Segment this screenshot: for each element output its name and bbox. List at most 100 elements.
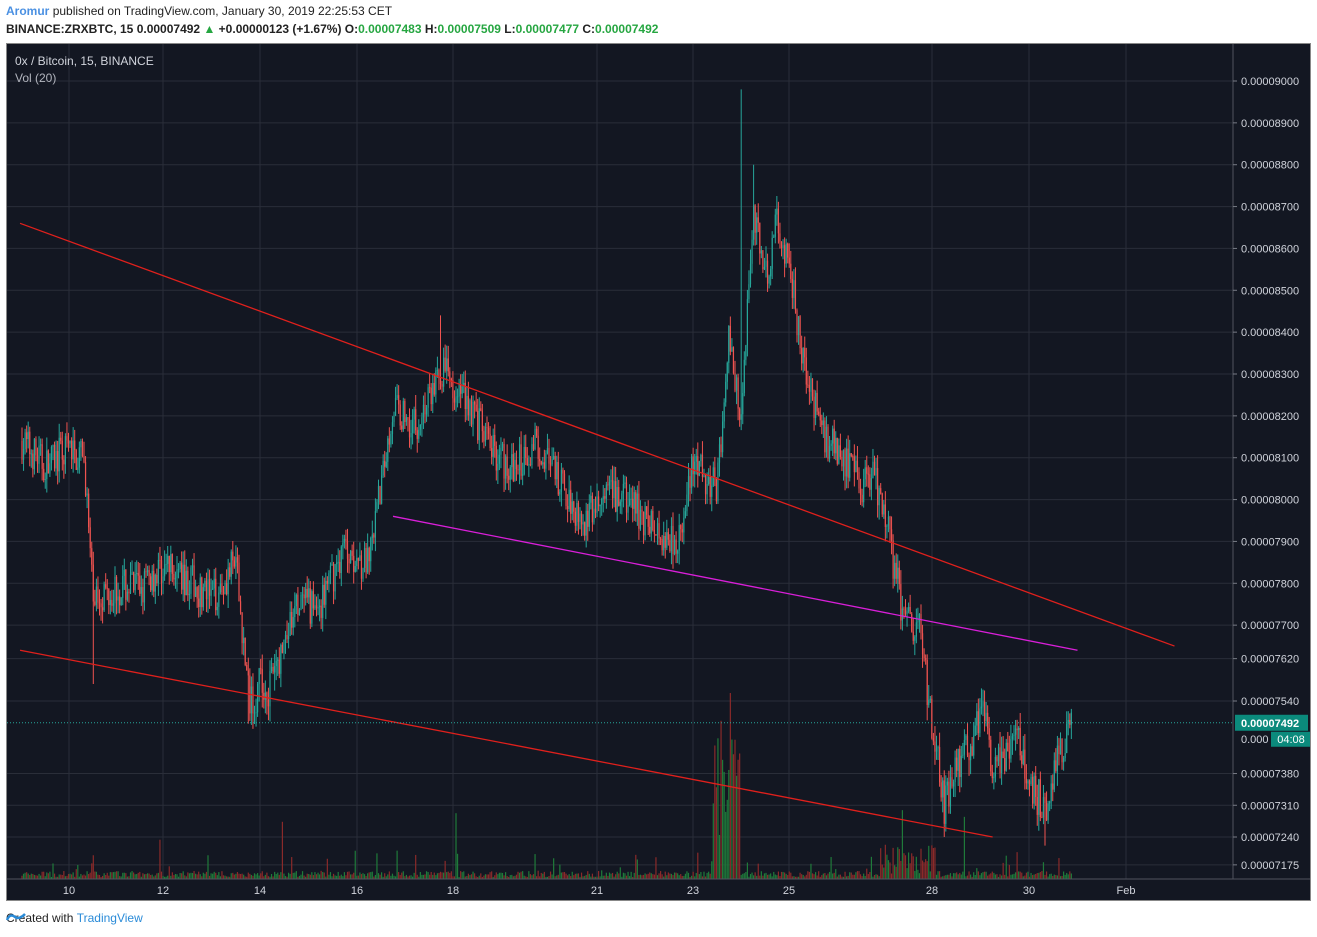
volume-bar — [943, 875, 945, 879]
volume-bar — [305, 876, 307, 879]
volume-bar — [706, 872, 708, 879]
candle-body — [1058, 745, 1060, 755]
tradingview-link[interactable]: TradingView — [76, 911, 143, 925]
volume-bar — [577, 873, 580, 879]
volume-bar — [123, 872, 125, 879]
author-name[interactable]: Aromur — [6, 4, 50, 18]
volume-bar — [861, 876, 863, 879]
candle-body — [86, 493, 88, 496]
candle-body — [706, 484, 708, 495]
candle-body — [170, 554, 172, 573]
candle-body — [608, 481, 611, 486]
volume-bar — [159, 839, 161, 879]
volume-bar — [187, 872, 189, 879]
candle-body — [1063, 757, 1065, 763]
volume-bar — [94, 871, 96, 879]
candle-body — [244, 637, 246, 665]
volume-bar — [446, 872, 448, 879]
volume-bar — [532, 874, 535, 879]
candle-body — [748, 284, 750, 300]
candle-body — [103, 584, 105, 611]
volume-bar — [901, 810, 903, 879]
time-axis[interactable]: 10 12 14 16 18 21 23 25 28 30 Feb — [7, 878, 1310, 897]
volume-bar — [170, 875, 172, 879]
volume-bar — [883, 867, 885, 879]
volume-bar — [574, 873, 576, 879]
candle-body — [1001, 751, 1003, 774]
volume-bar — [514, 875, 516, 879]
volume-bar — [1004, 874, 1006, 879]
volume-bar — [140, 876, 142, 879]
trendline-2[interactable] — [19, 649, 993, 838]
up-arrow-icon: ▲ — [203, 22, 216, 36]
price-axis-bg — [1233, 44, 1310, 900]
ohlc-line: BINANCE:ZRXBTC, 15 0.00007492 ▲ +0.00000… — [6, 22, 658, 36]
trendline-3[interactable] — [392, 515, 1078, 651]
volume-bar — [1052, 875, 1054, 879]
volume-bar — [222, 875, 225, 879]
candle-body — [226, 583, 228, 595]
volume-bar — [252, 875, 254, 879]
candle-body — [317, 607, 319, 609]
candle-body — [580, 513, 583, 525]
candle-body — [483, 431, 485, 442]
volume-bar — [808, 871, 810, 879]
candle-body — [937, 747, 939, 749]
candle-body — [532, 444, 535, 450]
volume-bar — [898, 849, 900, 879]
volume-bar — [263, 876, 265, 879]
candle-body — [849, 453, 851, 478]
volume-bar — [509, 875, 511, 879]
candle-body — [1044, 797, 1046, 804]
candle-body — [275, 660, 277, 667]
candle-body — [246, 664, 248, 671]
candle-body — [288, 636, 290, 640]
volume-bar — [58, 874, 60, 879]
volume-bar — [695, 872, 697, 879]
candle-body — [1013, 734, 1015, 737]
volume-bar — [297, 876, 299, 879]
volume-bar — [988, 874, 990, 879]
volume-bar — [537, 870, 539, 879]
candle-body — [1025, 778, 1027, 784]
candle-body — [528, 464, 530, 466]
candle-body — [563, 473, 566, 489]
volume-bar — [250, 874, 252, 879]
volume-bar — [422, 874, 425, 879]
trendline-1[interactable] — [19, 222, 1175, 647]
candle-body — [1032, 776, 1034, 804]
candle-body — [191, 565, 194, 568]
candle-body — [291, 611, 293, 628]
chart-panel[interactable]: 0.00009000 0.00008900 0.00008800 0.00008700… — [6, 43, 1311, 901]
volume-bar — [546, 876, 549, 879]
candle-body — [472, 401, 474, 425]
volume-bar — [385, 876, 387, 879]
volume-bar — [911, 853, 913, 879]
volume-bar — [55, 876, 57, 879]
candle-body — [83, 456, 85, 463]
trendlines[interactable] — [19, 222, 1175, 838]
volume-bar — [894, 865, 896, 879]
price-axis[interactable]: 0.00009000 0.00008900 0.00008800 0.00008700… — [1232, 44, 1310, 900]
candle-body — [807, 384, 809, 386]
volume-bar — [694, 876, 696, 879]
volume-bar — [201, 876, 203, 879]
volume-bar — [948, 874, 950, 879]
volume-bar — [402, 871, 404, 879]
volume-bar — [684, 873, 686, 879]
volume-bar — [725, 811, 727, 879]
volume-bar — [996, 874, 998, 879]
volume-bar — [32, 873, 34, 879]
volume-bar — [1069, 871, 1071, 879]
candle-body — [878, 488, 880, 506]
candle-body — [205, 580, 208, 600]
volume-bar — [328, 874, 330, 879]
candle-body — [584, 522, 586, 536]
volume-bar — [1028, 876, 1031, 879]
volume-bar — [188, 873, 190, 879]
volume-bar — [435, 875, 437, 879]
candle-body — [424, 404, 426, 415]
candle-body — [210, 589, 212, 596]
price-chart[interactable]: 0.00009000 0.00008900 0.00008800 0.00008700… — [7, 44, 1310, 900]
volume-bar — [745, 871, 747, 879]
